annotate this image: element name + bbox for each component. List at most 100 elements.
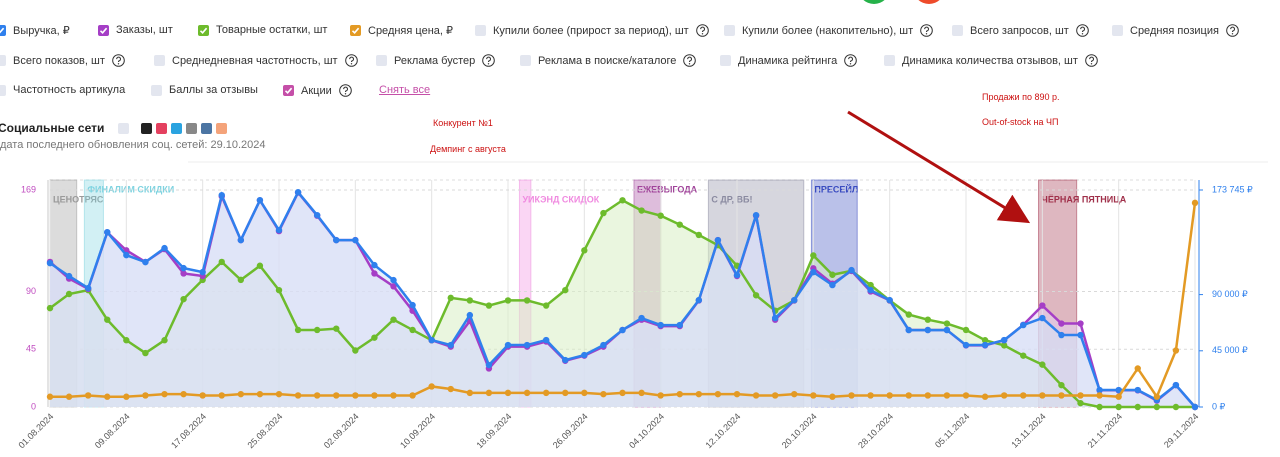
- point: [180, 390, 187, 398]
- point: [123, 251, 130, 259]
- social-icon[interactable]: [156, 123, 167, 134]
- arrow: [847, 110, 1031, 224]
- point: [504, 297, 512, 304]
- point: [294, 392, 302, 399]
- help-glyph: [1079, 26, 1085, 33]
- point: [313, 392, 321, 399]
- checkbox[interactable]: [720, 55, 731, 66]
- point: [65, 272, 73, 280]
- legend-item: Динамика количества отзывов, шт: [884, 54, 1098, 67]
- social-icon[interactable]: [186, 123, 197, 134]
- social-icon[interactable]: [201, 123, 212, 134]
- point: [962, 341, 970, 349]
- social-icon[interactable]: [141, 123, 152, 134]
- point: [600, 390, 607, 398]
- point: [562, 389, 569, 397]
- point: [313, 326, 321, 334]
- help-glyph: [1089, 56, 1094, 63]
- help-dot: [117, 63, 120, 65]
- help-icon[interactable]: [344, 54, 358, 67]
- help-icon[interactable]: [844, 54, 858, 67]
- point: [390, 283, 397, 290]
- help-icon[interactable]: [338, 84, 352, 97]
- checkbox[interactable]: [154, 55, 165, 66]
- point: [1096, 403, 1103, 411]
- point: [142, 392, 149, 399]
- help-icon[interactable]: [482, 54, 496, 67]
- checkbox[interactable]: [283, 85, 294, 96]
- checkbox[interactable]: [98, 24, 109, 36]
- checkbox[interactable]: [520, 55, 531, 66]
- point: [104, 228, 111, 236]
- checkbox[interactable]: [884, 55, 895, 66]
- x-tick-label: 09.08.2024: [93, 411, 132, 450]
- help-icon[interactable]: [920, 24, 933, 37]
- point: [542, 336, 550, 344]
- y-tick-label: 90: [26, 286, 36, 296]
- point: [46, 304, 54, 312]
- point: [142, 349, 149, 357]
- legend-item: Частотность артикула: [0, 84, 125, 96]
- x-tick-label: 25.08.2024: [245, 411, 284, 450]
- checkbox[interactable]: [475, 25, 486, 36]
- social-icon[interactable]: [118, 123, 129, 134]
- help-icon[interactable]: [695, 24, 709, 37]
- check: [199, 27, 208, 34]
- x-tick-label: 26.09.2024: [551, 411, 590, 450]
- point: [275, 226, 283, 234]
- checkbox[interactable]: [724, 25, 735, 36]
- help-icon[interactable]: [1076, 24, 1089, 37]
- point: [1134, 365, 1141, 372]
- social-icon[interactable]: [171, 123, 182, 134]
- point: [810, 392, 817, 399]
- point: [1077, 392, 1084, 399]
- point: [581, 351, 588, 359]
- point: [161, 390, 168, 398]
- point: [1058, 331, 1065, 339]
- point: [848, 266, 855, 274]
- checkbox[interactable]: [0, 25, 6, 36]
- point: [256, 390, 264, 398]
- filter-label: Всего запросов, шт: [970, 24, 1069, 37]
- point: [104, 316, 111, 323]
- promo-label: ЦЕНОТРЯС: [53, 194, 104, 204]
- legend-item: Среднедневная частотность, шт: [154, 54, 358, 67]
- reset-link[interactable]: Снять все: [379, 84, 431, 96]
- help-dot: [344, 93, 346, 95]
- filter-label: Акции: [301, 84, 332, 97]
- promo-label: УИКЭНД СКИДОК: [522, 194, 599, 204]
- social-icon[interactable]: [216, 123, 227, 134]
- checkbox[interactable]: [1112, 25, 1123, 36]
- help-ring: [112, 54, 125, 67]
- help-icon[interactable]: [683, 54, 697, 67]
- help-icon[interactable]: [1226, 24, 1239, 37]
- social-updated: дата последнего обновления соц. сетей: 2…: [0, 139, 266, 151]
- point: [924, 392, 932, 399]
- help-icon[interactable]: [112, 54, 125, 67]
- point: [1134, 403, 1141, 411]
- help-glyph: [687, 56, 693, 63]
- point: [1039, 314, 1046, 322]
- point: [981, 393, 989, 400]
- help-icon[interactable]: [1085, 54, 1098, 67]
- checkbox[interactable]: [952, 25, 963, 36]
- point: [218, 392, 225, 399]
- point: [218, 191, 225, 199]
- checkbox[interactable]: [376, 55, 387, 66]
- x-tick-label: 05.11.2024: [933, 411, 971, 449]
- checkbox[interactable]: [151, 84, 162, 96]
- point: [84, 284, 92, 292]
- checkbox[interactable]: [0, 55, 6, 66]
- legend-item: Купили более (прирост за период), шт: [475, 24, 709, 37]
- checkbox[interactable]: [350, 25, 361, 36]
- point: [1058, 320, 1065, 327]
- legend-item: Товарные остатки, шт: [198, 24, 327, 36]
- help-glyph: [924, 26, 930, 33]
- checkbox[interactable]: [0, 84, 6, 96]
- point: [981, 337, 989, 344]
- legend-item: Заказы, шт: [98, 24, 173, 36]
- checkbox[interactable]: [198, 24, 209, 36]
- legend-label: Выручка, ₽: [13, 25, 70, 37]
- legend-item: Динамика рейтинга: [720, 54, 858, 67]
- point: [180, 270, 187, 277]
